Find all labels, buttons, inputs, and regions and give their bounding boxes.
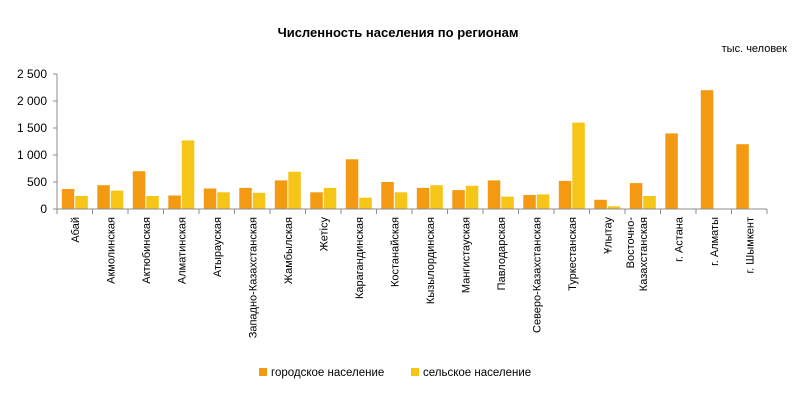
bar-rural: [359, 197, 372, 209]
x-categories-group: Абай Акмолинская Актюбинская Алматинская Аты…: [70, 216, 756, 338]
x-category-line: Акмолинская: [105, 217, 117, 284]
x-category-line: Жамбылская: [283, 217, 295, 284]
bar-urban: [594, 199, 607, 209]
bar-rural: [110, 190, 124, 209]
y-tick-label: 1 000: [17, 148, 47, 162]
x-category-line: Алматинская: [176, 217, 188, 284]
x-category-line: Восточно-: [625, 217, 637, 269]
x-category-line: г. Алматы: [709, 217, 721, 266]
bar-urban: [487, 180, 501, 209]
bar-rural: [323, 187, 337, 209]
bar-urban: [274, 180, 288, 209]
axes-group: [56, 74, 768, 214]
bar-urban: [345, 159, 359, 209]
bar-urban: [381, 182, 394, 209]
x-category-label: Актюбинская: [141, 217, 153, 284]
bar-urban: [61, 189, 75, 209]
x-category-line: Карагандинская: [354, 217, 366, 299]
x-category-line: Актюбинская: [141, 217, 153, 284]
bar-urban: [97, 185, 110, 209]
bar-rural: [572, 122, 585, 209]
bar-rural: [288, 171, 301, 209]
y-tick-label: 2 000: [17, 94, 47, 108]
bar-urban: [523, 195, 536, 209]
bar-rural: [252, 192, 266, 209]
bar-rural: [217, 192, 230, 209]
x-category-label: г. Астана: [673, 216, 685, 262]
x-category-label: Северо-Казахстанская: [531, 217, 543, 333]
bar-urban: [736, 144, 749, 209]
chart-title: Численность населения по регионам: [278, 25, 519, 40]
x-category-label: Ұлытау: [602, 217, 614, 254]
x-category-line: Казахстанская: [638, 217, 650, 291]
bar-rural: [501, 196, 514, 209]
x-category-label: Мангистауская: [460, 217, 472, 293]
x-category-label: Павлодарская: [496, 217, 508, 290]
x-category-line: Западно-Казахстанская: [247, 217, 259, 338]
x-category-line: г. Астана: [673, 216, 685, 262]
x-category-label: Туркестанская: [567, 217, 579, 291]
x-category-label: г. Алматы: [709, 217, 721, 266]
x-category-label: Жамбылская: [283, 217, 295, 284]
x-category-line: Абай: [70, 217, 82, 243]
x-category-line: Костанайская: [389, 217, 401, 287]
x-category-line: Атырауская: [212, 217, 224, 277]
bar-rural: [465, 185, 479, 209]
x-category-line: Северо-Казахстанская: [531, 217, 543, 333]
bar-urban: [665, 133, 678, 209]
bar-urban: [203, 188, 217, 209]
y-tick-label: 0: [40, 202, 47, 216]
bar-rural: [643, 196, 656, 209]
y-ticks-group: 0 500 1 000 1 500 2 000 2 500: [17, 67, 57, 216]
legend-swatch-rural: [411, 368, 419, 376]
bar-urban: [239, 187, 252, 209]
bar-rural: [146, 196, 159, 209]
bar-rural: [430, 185, 443, 209]
x-category-label: Акмолинская: [105, 217, 117, 284]
bar-urban: [700, 90, 714, 209]
bar-urban: [629, 183, 643, 209]
y-tick-label: 500: [27, 175, 47, 189]
x-category-line: Павлодарская: [496, 217, 508, 290]
bar-rural: [536, 194, 550, 209]
bar-urban: [452, 190, 465, 209]
y-tick-label: 1 500: [17, 121, 47, 135]
y-tick-label: 2 500: [17, 67, 47, 81]
x-category-label: Кызылординская: [425, 217, 437, 304]
x-category-line: Кызылординская: [425, 217, 437, 304]
x-category-label: Костанайская: [389, 217, 401, 287]
bar-rural: [75, 196, 88, 209]
bar-rural: [394, 192, 408, 209]
bar-urban: [168, 195, 181, 209]
x-category-line: Жетісу: [318, 217, 330, 252]
x-category-label: Западно-Казахстанская: [247, 217, 259, 338]
bar-rural: [607, 206, 621, 209]
legend-label-rural: сельское население: [423, 367, 531, 379]
bar-urban: [132, 171, 146, 209]
legend: городское население сельское население: [259, 367, 531, 379]
bar-rural: [181, 140, 195, 209]
legend-label-urban: городское население: [271, 367, 384, 379]
x-category-label: Карагандинская: [354, 217, 366, 299]
bar-urban: [416, 187, 430, 209]
x-category-label: г. Шымкент: [744, 217, 756, 274]
unit-label: тыс. человек: [722, 43, 788, 55]
x-category-label: Атырауская: [212, 217, 224, 277]
bar-urban: [558, 180, 572, 209]
x-category-line: г. Шымкент: [744, 217, 756, 274]
x-category-line: Туркестанская: [567, 217, 579, 291]
x-category-label: Абай: [70, 217, 82, 243]
x-category-label: Восточно-Казахстанская: [625, 217, 650, 292]
bars-group: [61, 90, 749, 209]
x-category-line: Ұлытау: [602, 217, 614, 254]
x-category-label: Алматинская: [176, 217, 188, 284]
x-category-line: Мангистауская: [460, 217, 472, 293]
x-category-label: Жетісу: [318, 217, 330, 252]
bar-urban: [310, 192, 323, 209]
legend-swatch-urban: [259, 368, 267, 376]
